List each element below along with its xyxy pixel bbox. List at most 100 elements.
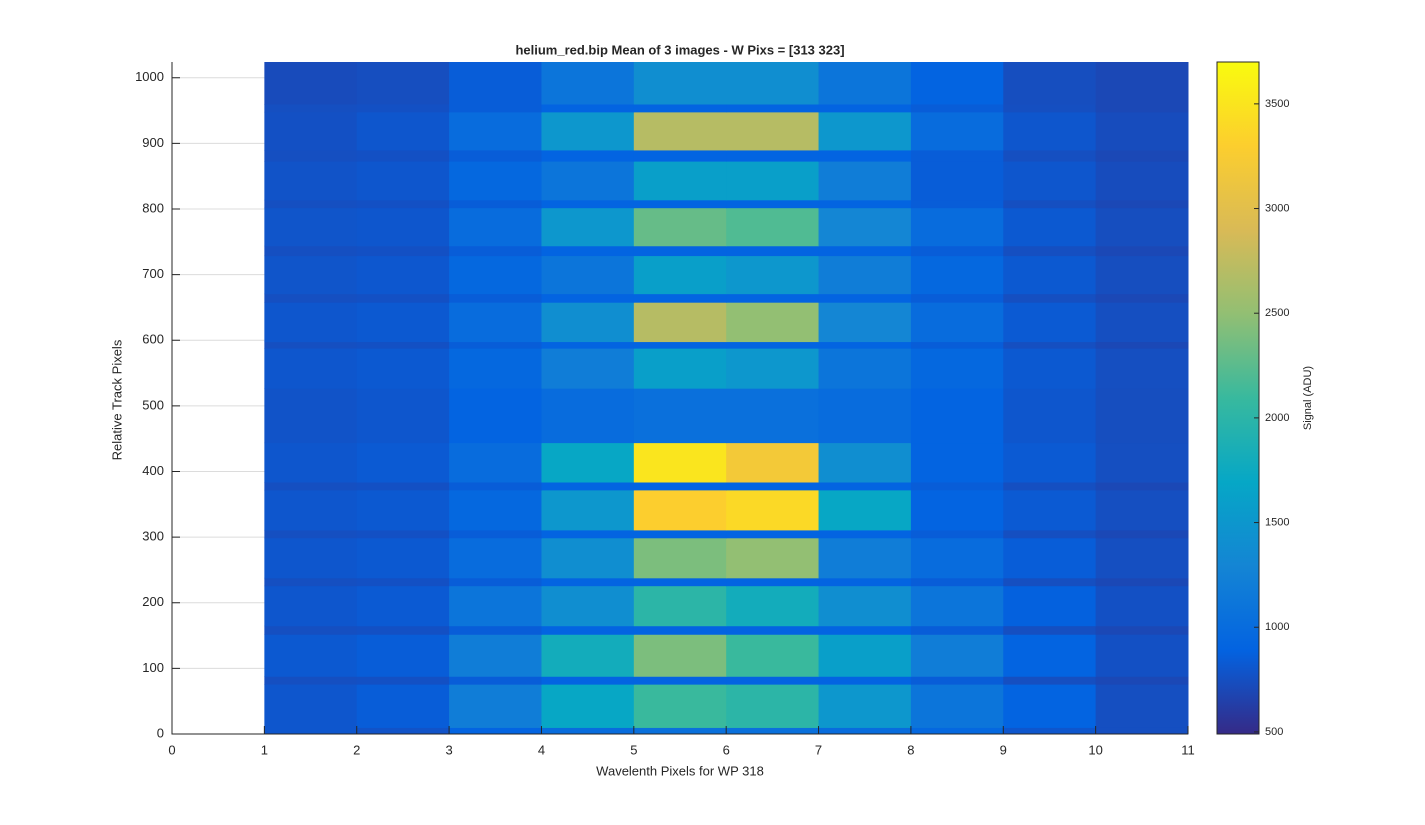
heatmap-cell [818, 482, 912, 491]
heatmap-cell [541, 727, 635, 735]
heatmap-cell [449, 577, 542, 587]
heatmap-cell [910, 207, 1004, 247]
heatmap-cell [818, 727, 912, 735]
heatmap-cell [356, 388, 450, 444]
heatmap-cell [1003, 104, 1097, 113]
heatmap-cell [726, 482, 820, 491]
heatmap-cell [818, 625, 912, 635]
heatmap-cell [541, 388, 635, 444]
heatmap-cell [1095, 255, 1189, 295]
heatmap-cell [1003, 293, 1097, 303]
heatmap-cell [1095, 207, 1189, 247]
heatmap-cell [1003, 489, 1097, 531]
heatmap-cell [726, 442, 820, 483]
y-tick-label: 1000 [135, 69, 164, 84]
heatmap-cell [356, 104, 450, 113]
heatmap-cell [910, 348, 1004, 389]
heatmap-cell [633, 676, 727, 685]
heatmap-cell [910, 684, 1004, 728]
heatmap-cell [264, 62, 358, 105]
heatmap-cell [264, 341, 358, 349]
heatmap-cell [633, 199, 727, 209]
heatmap-cell [449, 341, 542, 349]
x-tick-label: 5 [630, 742, 637, 757]
heatmap-cell [633, 388, 727, 444]
heatmap-cell [356, 161, 450, 201]
heatmap-cell [264, 245, 358, 257]
heatmap-cell [541, 676, 635, 685]
heatmap-cell [264, 442, 358, 483]
heatmap-cell [541, 529, 635, 539]
heatmap-cell [449, 676, 542, 685]
heatmap-cell [541, 577, 635, 587]
heatmap-cell [264, 161, 358, 201]
heatmap-cell [264, 104, 358, 113]
heatmap-cell [633, 104, 727, 113]
heatmap-cell [449, 537, 542, 579]
heatmap-cell [910, 62, 1004, 105]
heatmap-cell [910, 255, 1004, 295]
heatmap-cell [910, 161, 1004, 201]
heatmap-cell [910, 537, 1004, 579]
heatmap-cell [818, 293, 912, 303]
heatmap-cell [910, 482, 1004, 491]
heatmap-cell [910, 625, 1004, 635]
heatmap-cell [726, 302, 820, 343]
heatmap-cell [818, 489, 912, 531]
heatmap-cell [356, 207, 450, 247]
heatmap-cell [449, 161, 542, 201]
colorbar-tick-label: 1500 [1265, 516, 1289, 528]
heatmap-cell [818, 537, 912, 579]
heatmap-cell [818, 348, 912, 389]
heatmap-cell [541, 442, 635, 483]
heatmap-cell [818, 676, 912, 685]
heatmap-cell [264, 302, 358, 343]
heatmap-cell [356, 341, 450, 349]
heatmap-cell [910, 293, 1004, 303]
heatmap-cell [726, 585, 820, 627]
heatmap-cell [1003, 482, 1097, 491]
colorbar-tick-label: 2000 [1265, 412, 1289, 424]
heatmap-cell [356, 585, 450, 627]
heatmap-cell [910, 676, 1004, 685]
heatmap-cell [633, 442, 727, 483]
heatmap-cell [449, 634, 542, 677]
heatmap-cell [541, 348, 635, 389]
heatmap-cell [449, 255, 542, 295]
heatmap-cell [1095, 489, 1189, 531]
heatmap-cell [541, 482, 635, 491]
heatmap-cell [449, 625, 542, 635]
heatmap-cell [1095, 442, 1189, 483]
heatmap-cell [818, 529, 912, 539]
heatmap-cell [541, 293, 635, 303]
heatmap-cell [633, 684, 727, 728]
heatmap-cell [726, 625, 820, 635]
heatmap-cell [264, 529, 358, 539]
x-axis-label: Wavelenth Pixels for WP 318 [596, 763, 764, 778]
heatmap-cell [726, 529, 820, 539]
heatmap-cell [726, 676, 820, 685]
heatmap-cell [356, 529, 450, 539]
heatmap-cell [541, 625, 635, 635]
heatmap-cell [449, 442, 542, 483]
heatmap-cell [449, 302, 542, 343]
heatmap-cell [1095, 529, 1189, 539]
heatmap-cell [1003, 577, 1097, 587]
heatmap-cell [541, 341, 635, 349]
heatmap-cell [1003, 62, 1097, 105]
heatmap-cell [541, 207, 635, 247]
heatmap-cell [818, 684, 912, 728]
heatmap-cell [726, 62, 820, 105]
y-tick-label: 400 [142, 463, 164, 478]
heatmap-cell [910, 149, 1004, 162]
heatmap-cell [633, 489, 727, 531]
heatmap-cell [356, 442, 450, 483]
heatmap-cell [633, 62, 727, 105]
heatmap-cell [1003, 111, 1097, 151]
heatmap-cell [633, 302, 727, 343]
heatmap-cell [1095, 676, 1189, 685]
heatmap-cell [1095, 625, 1189, 635]
heatmap-cell [910, 245, 1004, 257]
heatmap-cell [818, 161, 912, 201]
